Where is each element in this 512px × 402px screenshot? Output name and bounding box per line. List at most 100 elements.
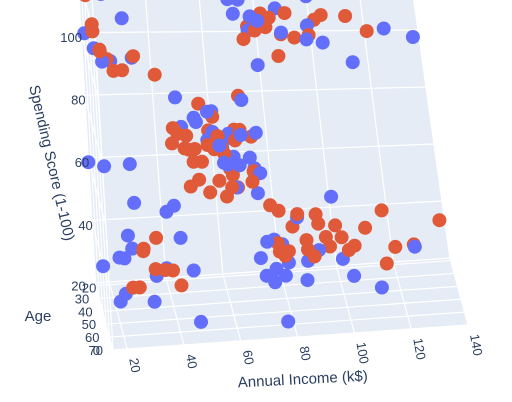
scatter-point — [186, 263, 201, 278]
scatter-point — [324, 189, 339, 204]
scatter-point — [225, 6, 240, 21]
x-tick-label: 20 — [126, 357, 143, 374]
scatter-point — [212, 173, 227, 188]
scatter-point — [253, 251, 268, 266]
scatter-point — [345, 55, 360, 70]
scatter-point — [307, 249, 322, 264]
z-tick-label: 40 — [78, 218, 92, 233]
scatter-point — [136, 244, 151, 259]
scatter-point — [114, 11, 129, 26]
scatter-point — [300, 273, 315, 288]
scatter-point — [177, 141, 192, 156]
y-grid-line — [102, 285, 458, 312]
scatter-point — [97, 159, 112, 174]
x-tick-label: 140 — [467, 333, 486, 357]
scatter-point — [250, 186, 265, 201]
scatter-point — [233, 128, 248, 142]
scatter-point — [165, 121, 180, 136]
scatter-point — [242, 150, 257, 165]
x-tick-label: 60 — [240, 349, 257, 366]
scatter-point — [245, 174, 260, 189]
x-grid-line — [449, 257, 469, 326]
data-points — [77, 0, 447, 329]
scatter-point — [359, 24, 374, 39]
scatter-point — [315, 35, 330, 50]
scatter-point — [192, 172, 207, 187]
scatter-point — [376, 21, 391, 36]
scatter-point — [313, 8, 328, 23]
scatter-point — [117, 251, 132, 266]
scatter-point — [148, 262, 163, 277]
x-axis-label: Annual Income (k$) — [237, 368, 368, 392]
scatter-point — [272, 244, 287, 259]
scatter-point — [334, 230, 349, 245]
scatter-point — [115, 63, 130, 78]
y-grid-line — [78, 0, 97, 286]
scatter-point — [388, 239, 403, 254]
scatter-point — [200, 138, 215, 153]
scatter-point — [250, 13, 265, 28]
scatter-point — [81, 155, 96, 170]
scatter-point — [92, 44, 107, 59]
scatter-point — [407, 239, 422, 254]
scatter-point — [374, 203, 389, 218]
scatter-point — [220, 157, 235, 172]
scatter-point — [338, 9, 353, 23]
x-grid-line — [413, 0, 451, 259]
y-tick-label: 20 — [71, 279, 85, 294]
scatter-point — [203, 185, 218, 200]
scatter-point — [374, 280, 389, 295]
z-tick-label: 80 — [71, 93, 85, 108]
x-grid-line — [335, 265, 355, 334]
scatter-point — [281, 314, 296, 329]
y-tick-label: 50 — [82, 317, 96, 332]
y-tick-label: 40 — [78, 304, 92, 319]
x-grid-line — [392, 261, 412, 330]
scatter-point — [341, 243, 356, 257]
z-tick-label: 60 — [75, 155, 89, 170]
scatter-point — [80, 0, 91, 3]
scatter-point — [188, 115, 203, 129]
scatter-point — [194, 314, 208, 329]
scatter-point — [84, 17, 99, 32]
y-tick-label: 70 — [89, 343, 103, 358]
scatter-point — [248, 125, 263, 140]
x-grid-line — [145, 0, 167, 279]
scatter-point — [212, 138, 227, 153]
scatter-point — [159, 204, 174, 219]
x-grid-line — [165, 277, 185, 346]
scatter-point — [287, 30, 302, 45]
scatter-point — [432, 213, 447, 228]
scatter-point — [113, 294, 128, 309]
scatter-point — [127, 195, 142, 210]
scatter-point — [230, 0, 245, 7]
z-grid-line — [87, 143, 435, 159]
x-grid-line — [108, 281, 128, 350]
scatter-point — [120, 228, 135, 243]
scatter-point — [299, 233, 314, 248]
scatter-point — [299, 32, 314, 47]
scatter-point — [236, 32, 251, 47]
scatter-point — [168, 90, 182, 105]
scatter-point — [97, 0, 105, 1]
scatter-point — [263, 198, 278, 213]
scatter-point — [147, 67, 162, 82]
x-tick-label: 80 — [297, 345, 314, 362]
scatter-point — [250, 58, 265, 73]
scatter-point — [187, 142, 202, 156]
z-axis-label: Spending Score (1-100) — [25, 83, 77, 242]
y-grid-line — [106, 298, 462, 325]
scatter-point — [274, 25, 288, 40]
scatter-point — [271, 49, 286, 63]
scatter-point — [126, 280, 141, 295]
x-tick-label: 100 — [353, 341, 372, 365]
y-grid-line — [94, 36, 114, 351]
scatter-point — [122, 157, 137, 172]
scatter-point — [147, 294, 162, 309]
scatter-point — [234, 93, 249, 107]
scatter-point — [174, 278, 189, 293]
x-tick-label: 120 — [410, 337, 429, 361]
y-tick-label: 60 — [85, 330, 99, 345]
